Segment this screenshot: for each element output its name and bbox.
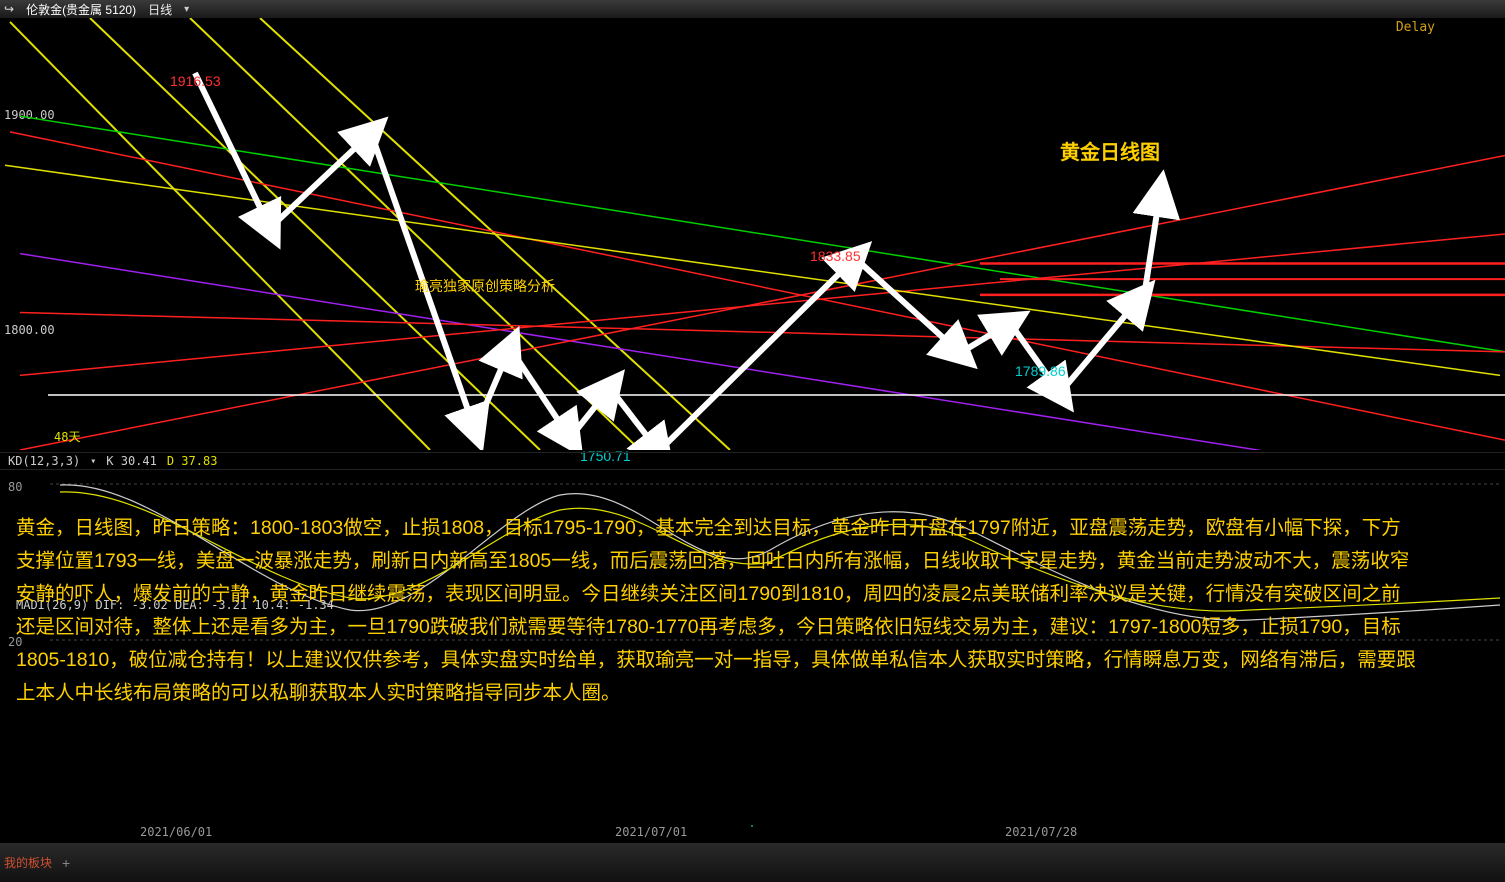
indicator-name[interactable]: KD(12,3,3) <box>8 454 80 468</box>
tab-my-panel[interactable]: 我的板块 <box>4 854 52 871</box>
price-y-axis: 1900.00 1800.00 <box>0 18 60 450</box>
analysis-commentary: 黄金，日线图，昨日策略：1800-1803做空，止损1808，目标1795-17… <box>16 512 1416 710</box>
timeframe-label[interactable]: 日线 <box>148 1 172 18</box>
candlestick-chart[interactable] <box>60 18 1450 450</box>
indicator-panel[interactable]: 80 20 MADI(26,9) DIF: -3.02 DEA: -3.21 1… <box>0 470 1505 825</box>
symbol-name: 伦敦金(贵金属 5120) <box>26 1 136 18</box>
y-tick-1800: 1800.00 <box>4 323 55 337</box>
date-tick: 2021/06/01 <box>140 825 212 839</box>
y-tick-1900: 1900.00 <box>4 108 55 122</box>
chevron-down-icon[interactable]: ▾ <box>90 456 96 467</box>
indicator-header: KD(12,3,3) ▾ K 30.41 D 37.83 <box>0 452 1505 470</box>
delay-label: Delay <box>1396 20 1435 35</box>
titlebar: ↪ 伦敦金(贵金属 5120) 日线 ▾ <box>0 0 1505 18</box>
date-tick: 2021/07/28 <box>1005 825 1077 839</box>
chevron-down-icon[interactable]: ▾ <box>184 4 189 15</box>
add-tab-icon[interactable]: + <box>62 855 70 871</box>
ma-label: 48天 <box>54 428 80 445</box>
footer-tabs: 我的板块 + <box>0 843 1505 882</box>
date-tick: 2021/07/01 <box>615 825 687 839</box>
d-value: D 37.83 <box>167 454 218 468</box>
arrow-icon: ↪ <box>4 2 14 16</box>
k-value: K 30.41 <box>106 454 157 468</box>
date-axis: 2021/06/01 2021/07/01 2021/07/28 <box>0 825 1505 843</box>
